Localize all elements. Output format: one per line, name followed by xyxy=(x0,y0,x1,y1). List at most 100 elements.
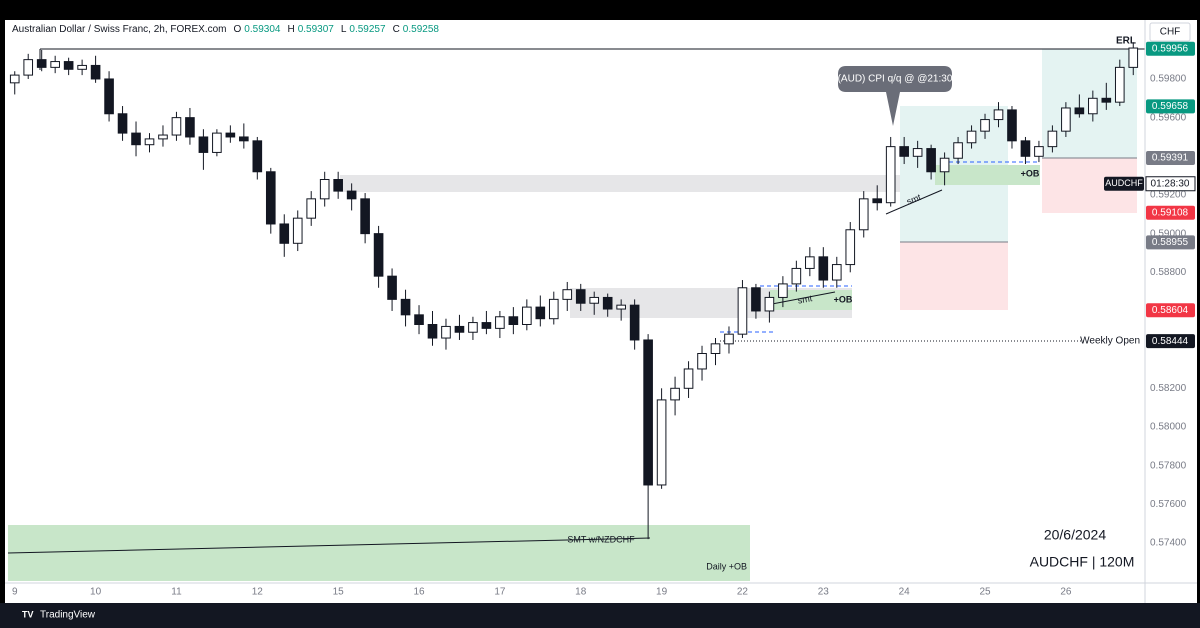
gray-zone xyxy=(340,175,960,192)
x-tick-label: 26 xyxy=(1060,587,1072,598)
candle-body xyxy=(953,142,963,159)
price-label-bg xyxy=(1146,41,1195,56)
candle-body xyxy=(508,316,519,325)
candle-body xyxy=(104,78,114,115)
price-label: 0.59658 xyxy=(1152,101,1189,112)
annotation: ERL xyxy=(1116,36,1136,47)
ob-zone xyxy=(935,165,1040,185)
candle-body xyxy=(239,136,249,142)
y-tick-label: 0.58000 xyxy=(1150,422,1187,433)
candle-body xyxy=(724,333,734,345)
price-label: 0.59108 xyxy=(1152,207,1189,218)
x-tick-label: 22 xyxy=(737,587,749,598)
candle-body xyxy=(9,74,20,84)
candle-body xyxy=(441,325,451,339)
ohlc-key: O xyxy=(233,24,242,35)
candle-body xyxy=(589,296,600,304)
y-tick-label: 0.58800 xyxy=(1150,267,1187,278)
countdown: 01:28:30 xyxy=(1151,178,1190,189)
candle-body xyxy=(818,256,829,281)
header: Australian Dollar / Swiss Franc, 2h, FOR… xyxy=(12,24,439,35)
candles xyxy=(9,42,1139,540)
callout-text: (AUD) CPI q/q @ @21:30 xyxy=(838,74,953,85)
candle-body xyxy=(643,339,653,486)
candle-body xyxy=(939,157,950,173)
x-tick-label: 9 xyxy=(12,587,18,598)
candle-body xyxy=(292,217,303,244)
x-tick-label: 19 xyxy=(656,587,668,598)
price-axis xyxy=(1145,38,1197,603)
candle-body xyxy=(629,304,640,341)
ohlc-key: H xyxy=(287,24,295,35)
labels: 0.59800 0.59600 0.59200 0.59000 0.58800 0.582… xyxy=(12,41,1196,598)
candle-body xyxy=(858,198,869,231)
candle-body xyxy=(683,368,694,389)
y-tick-label: 0.57600 xyxy=(1150,499,1187,510)
price-label-bg xyxy=(1146,334,1195,349)
price-label: 0.59956 xyxy=(1152,43,1189,54)
y-tick-label: 0.58200 xyxy=(1150,383,1187,394)
candle-body xyxy=(805,256,815,269)
candle-body xyxy=(791,267,802,285)
y-tick-label: 0.59000 xyxy=(1150,228,1187,239)
currency: CHF xyxy=(1160,27,1181,38)
y-tick-label: 0.59600 xyxy=(1150,112,1187,123)
candle-body xyxy=(481,322,492,329)
candle-body xyxy=(1101,97,1112,103)
annotation: Weekly Open xyxy=(1080,336,1140,347)
ohlc-key: L xyxy=(340,24,347,35)
candle-body xyxy=(535,306,546,320)
candle-body xyxy=(387,275,397,300)
candle-body xyxy=(1088,97,1098,115)
ohlc-value: 0.59258 xyxy=(402,24,439,35)
price-label: 0.58955 xyxy=(1152,237,1189,248)
candle-body xyxy=(697,353,707,370)
daily-ob-zone xyxy=(8,525,750,581)
price-label-bg xyxy=(1146,235,1195,250)
annotation: Daily +OB xyxy=(706,561,747,571)
candle-body xyxy=(333,179,343,192)
candle-body xyxy=(872,198,883,204)
footer-text: TradingView xyxy=(40,610,96,621)
candle-body xyxy=(575,289,586,304)
candle-body xyxy=(468,322,478,333)
candle-body xyxy=(306,198,317,219)
x-tick-label: 16 xyxy=(413,587,425,598)
candle-body xyxy=(319,179,330,200)
candle-body xyxy=(212,132,222,153)
y-tick-label: 0.57800 xyxy=(1150,460,1187,471)
y-tick-label: 0.59800 xyxy=(1150,74,1187,85)
candle-body xyxy=(778,283,788,298)
annotation: smt xyxy=(797,293,814,305)
x-tick-label: 24 xyxy=(899,587,911,598)
footer xyxy=(0,603,1200,628)
x-tick-label: 15 xyxy=(333,587,345,598)
candle-body xyxy=(912,148,923,157)
candle-body xyxy=(710,343,721,355)
callout xyxy=(838,66,952,126)
ob-zone xyxy=(770,290,852,310)
candle-body xyxy=(90,64,101,80)
candle-body xyxy=(548,298,559,320)
candle-body xyxy=(831,264,842,281)
x-tick-label: 17 xyxy=(494,587,506,598)
candle-body xyxy=(670,387,680,401)
candle-body xyxy=(454,325,465,333)
candle-body xyxy=(117,113,128,134)
symbol-label: AUDCHF xyxy=(1105,178,1143,188)
candle-body xyxy=(926,148,936,173)
candle-body xyxy=(265,171,276,225)
candle-body xyxy=(1034,146,1044,157)
candle-body xyxy=(562,289,573,300)
candle-body xyxy=(1074,107,1085,115)
smt-line xyxy=(7,537,651,554)
x-tick-label: 12 xyxy=(252,587,264,598)
candle-body xyxy=(427,324,438,339)
x-tick-label: 23 xyxy=(818,587,830,598)
candle-body xyxy=(77,64,87,70)
logo: TV xyxy=(22,609,34,619)
candle-body xyxy=(171,117,182,136)
candle-body xyxy=(845,229,856,266)
annotation: SMT w/NZDCHF xyxy=(567,534,635,544)
